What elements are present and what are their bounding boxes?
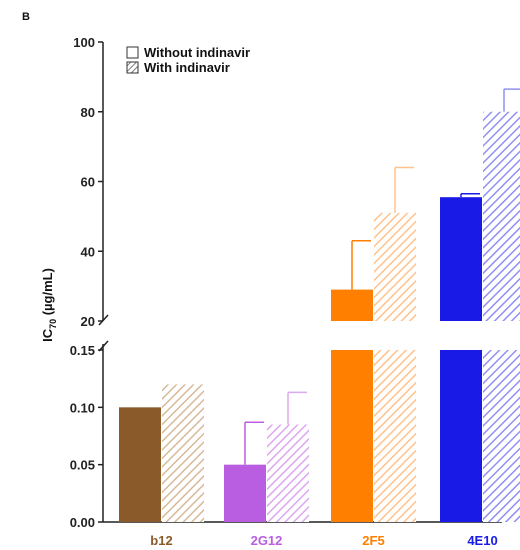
bar-b12-hatched <box>162 384 204 522</box>
bar-lower-4E10-solid <box>440 350 482 522</box>
bar-2G12-hatched <box>267 424 309 522</box>
bar-upper-4E10-hatched <box>483 111 520 321</box>
y-axis-label-prefix: IC <box>40 328 55 342</box>
legend-swatch-solid <box>126 46 139 59</box>
legend-swatch-hatched <box>126 61 139 74</box>
bar-lower-4E10-hatched <box>483 350 520 522</box>
y-tick-label-upper-4: 100 <box>73 35 95 50</box>
bar-lower-2F5-solid <box>331 350 373 522</box>
x-tick-label-2G12: 2G12 <box>251 533 283 548</box>
y-axis-label: IC70 (µg/mL) <box>40 268 58 342</box>
bar-2G12-solid <box>224 464 266 522</box>
y-axis-label-subscript: 70 <box>48 319 58 329</box>
y-tick-label-upper-0: 20 <box>81 314 95 329</box>
panel-label: B <box>22 11 30 23</box>
legend-label-hatched: With indinavir <box>144 60 230 75</box>
y-axis-label-suffix: (µg/mL) <box>40 268 55 319</box>
bar-upper-2F5-hatched <box>374 212 416 321</box>
bar-upper-2F5-solid <box>331 289 373 321</box>
y-tick-label-lower-0: 0.00 <box>70 515 95 530</box>
x-tick-label-4E10: 4E10 <box>467 533 497 548</box>
legend-label-solid: Without indinavir <box>144 45 250 60</box>
bar-b12-solid <box>119 407 161 522</box>
x-tick-label-b12: b12 <box>150 533 172 548</box>
y-tick-label-lower-3: 0.15 <box>70 343 95 358</box>
y-tick-label-upper-3: 80 <box>81 105 95 120</box>
bar-upper-4E10-solid <box>440 197 482 321</box>
y-tick-label-lower-2: 0.10 <box>70 400 95 415</box>
bar-lower-2F5-hatched <box>374 350 416 522</box>
axis-break-mark-upper <box>98 314 109 326</box>
y-tick-label-upper-1: 40 <box>81 244 95 259</box>
y-tick-label-upper-2: 60 <box>81 175 95 190</box>
y-tick-label-lower-1: 0.05 <box>70 458 95 473</box>
x-tick-label-2F5: 2F5 <box>362 533 384 548</box>
